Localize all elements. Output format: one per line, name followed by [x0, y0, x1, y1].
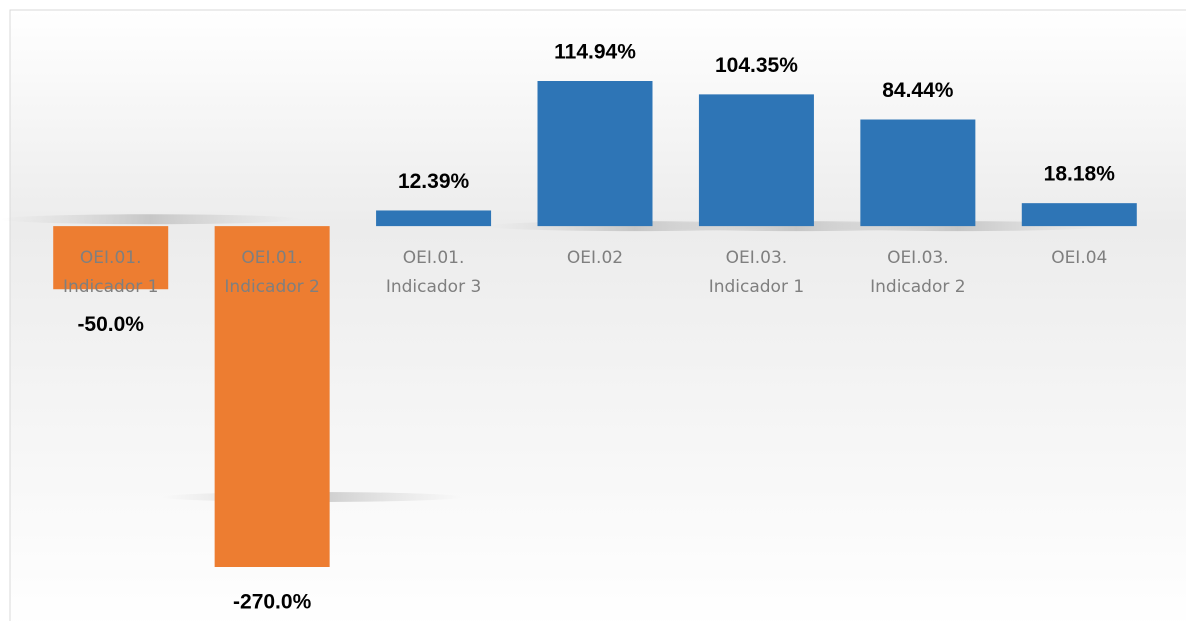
- x-tick-label: OEI.02: [567, 248, 623, 268]
- data-label: 18.18%: [1044, 163, 1116, 186]
- bar: [860, 119, 976, 227]
- x-tick-label-line: OEI.03.: [726, 248, 788, 268]
- bar: [376, 210, 492, 227]
- x-tick-label-line: OEI.01.: [241, 248, 303, 268]
- bar: [698, 94, 814, 227]
- x-tick-label: OEI.03. Indicador 2: [870, 248, 965, 297]
- x-tick-label-line: Indicador 2: [224, 277, 319, 297]
- x-tick-label: OEI.01. Indicador 2: [224, 248, 319, 297]
- x-tick-label-line: OEI.03.: [887, 248, 949, 268]
- x-tick-label-line: Indicador 2: [870, 277, 965, 297]
- data-label: 104.35%: [715, 54, 798, 77]
- x-tick-label-line: OEI.01.: [80, 248, 142, 268]
- data-label: 114.94%: [554, 41, 636, 64]
- x-tick-label: OEI.03. Indicador 1: [709, 248, 804, 297]
- data-label: -50.0%: [77, 313, 144, 336]
- bar-shadow: [0, 214, 301, 225]
- x-tick-label: OEI.01. Indicador 3: [386, 248, 481, 297]
- bar: [53, 226, 169, 290]
- data-label: 12.39%: [398, 170, 470, 193]
- x-tick-label-line: OEI.01.: [403, 248, 465, 268]
- bar: [1021, 203, 1137, 227]
- x-tick-label: OEI.04: [1051, 248, 1107, 268]
- x-tick-label-line: Indicador 1: [63, 277, 158, 297]
- x-tick-label: OEI.01. Indicador 1: [63, 248, 158, 297]
- data-label: -270.0%: [233, 591, 312, 614]
- data-label: 84.44%: [882, 79, 954, 102]
- bar: [537, 81, 653, 227]
- bar: [214, 226, 330, 567]
- x-tick-label-line: Indicador 1: [709, 277, 804, 297]
- x-tick-label-line: Indicador 3: [386, 277, 481, 297]
